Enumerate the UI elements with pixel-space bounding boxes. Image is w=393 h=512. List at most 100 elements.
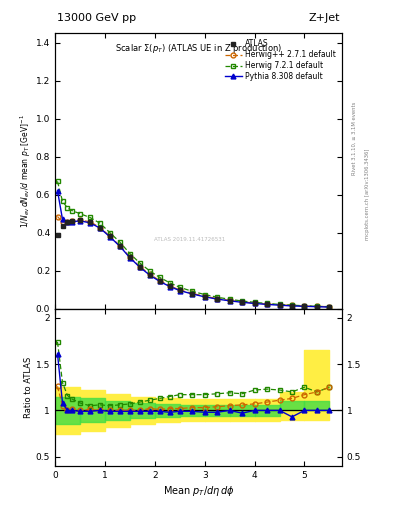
Herwig 7.2.1 default bbox=[177, 284, 182, 290]
Herwig 7.2.1 default bbox=[147, 268, 152, 274]
Herwig++ 2.7.1 default bbox=[240, 298, 244, 305]
Herwig 7.2.1 default bbox=[70, 208, 75, 214]
Pythia 8.308 default bbox=[65, 219, 70, 225]
Herwig 7.2.1 default bbox=[167, 280, 172, 286]
ATLAS bbox=[190, 291, 195, 297]
Herwig++ 2.7.1 default bbox=[315, 303, 320, 309]
ATLAS bbox=[177, 287, 182, 293]
ATLAS bbox=[327, 304, 332, 310]
Text: 13000 GeV pp: 13000 GeV pp bbox=[57, 13, 136, 23]
ATLAS bbox=[65, 219, 70, 225]
Text: mcplots.cern.ch [arXiv:1306.3436]: mcplots.cern.ch [arXiv:1306.3436] bbox=[365, 149, 371, 240]
Herwig 7.2.1 default bbox=[277, 302, 282, 308]
Line: Pythia 8.308 default: Pythia 8.308 default bbox=[55, 188, 332, 310]
Herwig++ 2.7.1 default bbox=[55, 214, 60, 220]
Herwig 7.2.1 default bbox=[88, 215, 92, 221]
ATLAS bbox=[290, 303, 294, 309]
Pythia 8.308 default bbox=[108, 234, 112, 240]
Text: Scalar $\Sigma(p_T)$ (ATLAS UE in Z production): Scalar $\Sigma(p_T)$ (ATLAS UE in Z prod… bbox=[115, 41, 282, 55]
Pythia 8.308 default bbox=[215, 296, 220, 302]
ATLAS bbox=[77, 217, 82, 223]
Pythia 8.308 default bbox=[138, 264, 142, 270]
Herwig++ 2.7.1 default bbox=[227, 297, 232, 304]
Herwig 7.2.1 default bbox=[77, 210, 82, 217]
Pythia 8.308 default bbox=[302, 303, 307, 309]
Herwig 7.2.1 default bbox=[55, 178, 60, 184]
ATLAS bbox=[252, 301, 257, 307]
Herwig++ 2.7.1 default bbox=[60, 219, 65, 225]
Text: ATLAS 2019.11.41726531: ATLAS 2019.11.41726531 bbox=[154, 237, 226, 242]
ATLAS bbox=[55, 232, 60, 239]
Herwig 7.2.1 default bbox=[118, 239, 122, 245]
Herwig++ 2.7.1 default bbox=[108, 233, 112, 239]
Herwig 7.2.1 default bbox=[315, 303, 320, 309]
Pythia 8.308 default bbox=[240, 299, 244, 305]
Herwig 7.2.1 default bbox=[290, 302, 294, 308]
Herwig 7.2.1 default bbox=[240, 298, 244, 304]
ATLAS bbox=[147, 272, 152, 278]
Herwig 7.2.1 default bbox=[215, 294, 220, 300]
Pythia 8.308 default bbox=[167, 284, 172, 290]
Pythia 8.308 default bbox=[290, 303, 294, 309]
Herwig 7.2.1 default bbox=[302, 303, 307, 309]
ATLAS bbox=[88, 219, 92, 225]
Herwig++ 2.7.1 default bbox=[77, 217, 82, 223]
Pythia 8.308 default bbox=[77, 218, 82, 224]
ATLAS bbox=[158, 278, 162, 284]
Herwig++ 2.7.1 default bbox=[277, 302, 282, 308]
Pythia 8.308 default bbox=[202, 294, 207, 300]
Herwig++ 2.7.1 default bbox=[290, 302, 294, 308]
X-axis label: Mean $p_T/d\eta\,d\phi$: Mean $p_T/d\eta\,d\phi$ bbox=[163, 484, 234, 498]
Pythia 8.308 default bbox=[70, 219, 75, 225]
Pythia 8.308 default bbox=[118, 243, 122, 249]
ATLAS bbox=[240, 299, 244, 305]
ATLAS bbox=[118, 243, 122, 249]
ATLAS bbox=[265, 302, 270, 308]
ATLAS bbox=[60, 223, 65, 229]
Herwig++ 2.7.1 default bbox=[65, 219, 70, 225]
ATLAS bbox=[127, 254, 132, 261]
ATLAS bbox=[302, 303, 307, 309]
Text: Z+Jet: Z+Jet bbox=[309, 13, 340, 23]
ATLAS bbox=[138, 264, 142, 270]
Line: Herwig++ 2.7.1 default: Herwig++ 2.7.1 default bbox=[55, 214, 332, 309]
Herwig 7.2.1 default bbox=[65, 205, 70, 211]
Pythia 8.308 default bbox=[252, 301, 257, 307]
Herwig++ 2.7.1 default bbox=[147, 271, 152, 278]
Pythia 8.308 default bbox=[147, 272, 152, 278]
Line: ATLAS: ATLAS bbox=[55, 218, 332, 310]
Pythia 8.308 default bbox=[177, 287, 182, 293]
Herwig++ 2.7.1 default bbox=[265, 301, 270, 307]
Herwig++ 2.7.1 default bbox=[167, 283, 172, 289]
Herwig 7.2.1 default bbox=[158, 274, 162, 281]
Herwig 7.2.1 default bbox=[97, 220, 102, 226]
Herwig 7.2.1 default bbox=[202, 291, 207, 297]
Herwig 7.2.1 default bbox=[227, 296, 232, 303]
Herwig++ 2.7.1 default bbox=[70, 218, 75, 224]
ATLAS bbox=[108, 233, 112, 240]
Legend: ATLAS, Herwig++ 2.7.1 default, Herwig 7.2.1 default, Pythia 8.308 default: ATLAS, Herwig++ 2.7.1 default, Herwig 7.… bbox=[223, 37, 338, 83]
Herwig++ 2.7.1 default bbox=[118, 243, 122, 249]
ATLAS bbox=[97, 225, 102, 231]
Herwig++ 2.7.1 default bbox=[190, 290, 195, 296]
Pythia 8.308 default bbox=[227, 298, 232, 304]
Herwig 7.2.1 default bbox=[265, 301, 270, 307]
Pythia 8.308 default bbox=[88, 220, 92, 226]
Pythia 8.308 default bbox=[158, 279, 162, 285]
Herwig++ 2.7.1 default bbox=[327, 304, 332, 310]
Pythia 8.308 default bbox=[265, 302, 270, 308]
ATLAS bbox=[70, 218, 75, 224]
Herwig++ 2.7.1 default bbox=[215, 295, 220, 302]
Herwig++ 2.7.1 default bbox=[177, 287, 182, 293]
Herwig++ 2.7.1 default bbox=[252, 300, 257, 306]
Herwig++ 2.7.1 default bbox=[138, 264, 142, 270]
Pythia 8.308 default bbox=[315, 304, 320, 310]
Herwig++ 2.7.1 default bbox=[158, 278, 162, 284]
Herwig 7.2.1 default bbox=[190, 288, 195, 294]
ATLAS bbox=[227, 298, 232, 304]
Herwig 7.2.1 default bbox=[327, 304, 332, 310]
Herwig 7.2.1 default bbox=[127, 250, 132, 257]
Pythia 8.308 default bbox=[55, 188, 60, 194]
Herwig++ 2.7.1 default bbox=[202, 293, 207, 300]
Herwig++ 2.7.1 default bbox=[88, 219, 92, 225]
